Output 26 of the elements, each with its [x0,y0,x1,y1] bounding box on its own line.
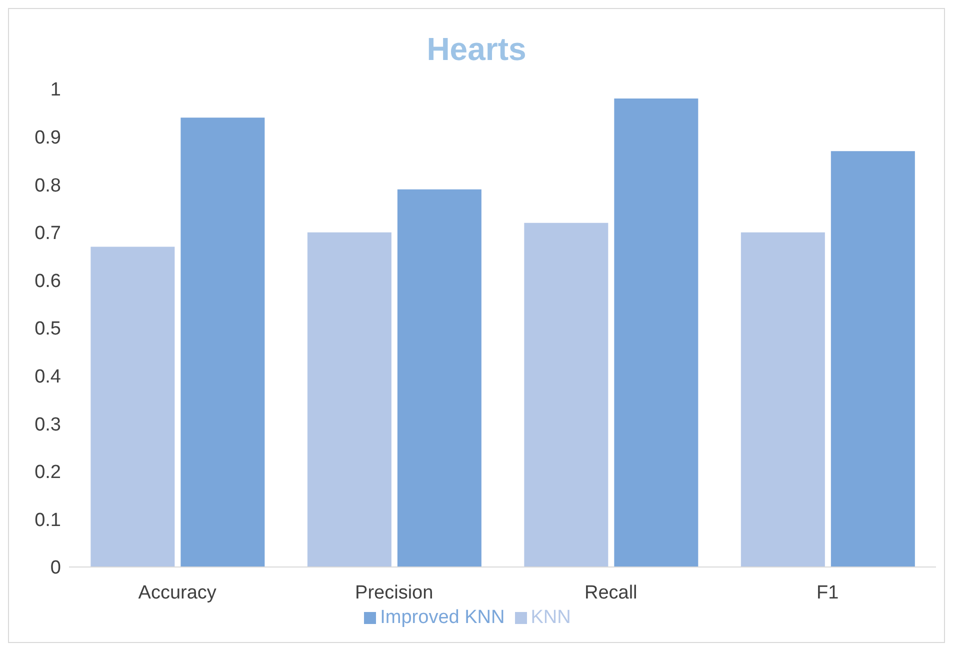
bar [307,232,392,567]
y-tick-label: 1 [50,80,61,101]
chart-title: Hearts [426,30,528,69]
y-tick-label: 0.6 [34,270,61,292]
bar [740,232,825,567]
x-tick-label: Recall [584,582,638,604]
y-tick-label: 0.9 [34,128,61,149]
y-tick-label: 0.2 [34,462,61,484]
y-tick-label: 0.5 [34,318,61,340]
bar [397,189,482,567]
bar [180,118,265,567]
bar [90,246,175,567]
y-tick-label: 0.7 [34,223,61,244]
y-tick-label: 0 [50,558,61,579]
bar [524,222,608,567]
y-tick-label: 0.4 [34,366,62,388]
x-tick-label: Precision [355,582,434,604]
legend-label: KNN [530,607,571,628]
bar [830,151,915,567]
y-tick-label: 0.3 [34,414,61,436]
legend-label: Improved KNN [380,607,505,628]
y-tick-label: 0.8 [34,175,61,196]
x-tick-label: Accuracy [138,582,217,604]
y-tick-label: 0.1 [34,510,61,531]
x-tick-label: F1 [816,582,839,604]
bar [614,98,698,567]
